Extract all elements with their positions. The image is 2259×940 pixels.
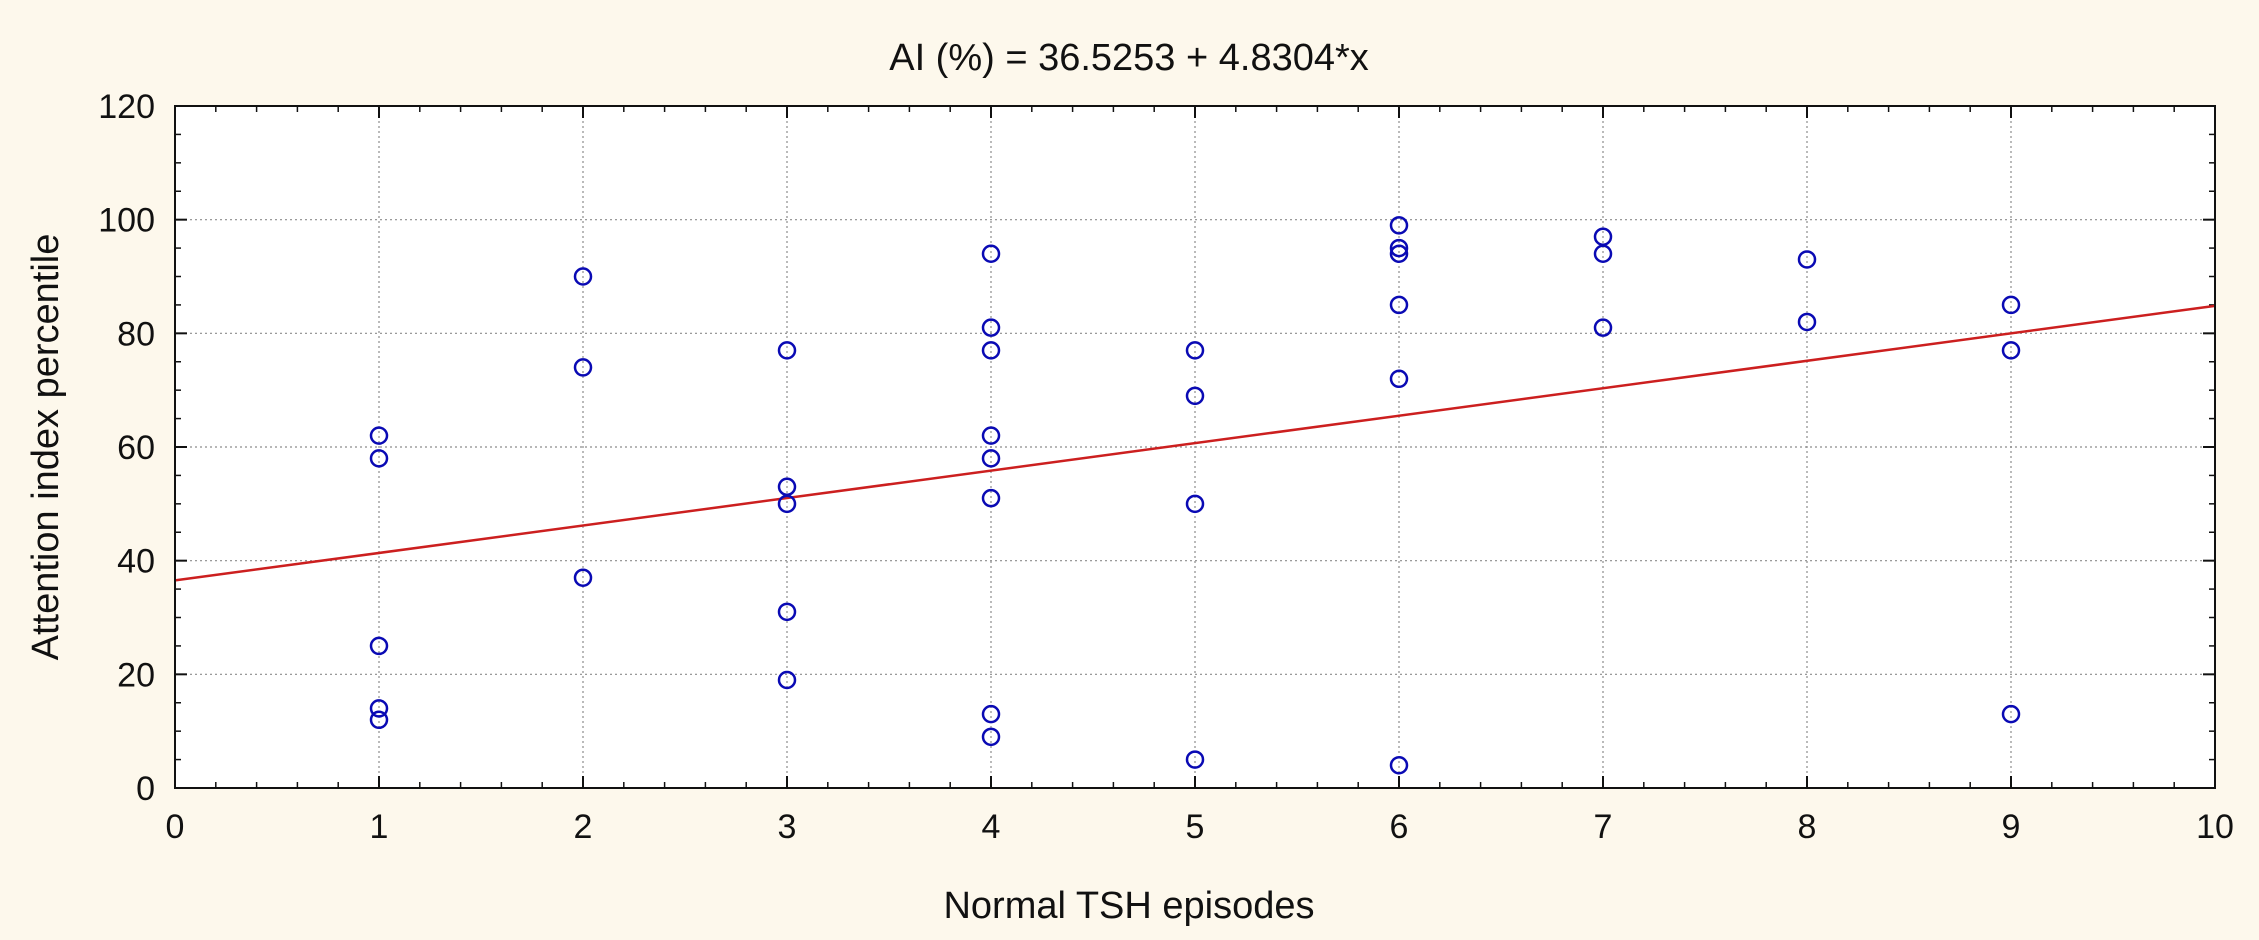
data-point (369, 710, 389, 730)
data-point (1185, 750, 1205, 769)
y-axis-label: Attention index percentile (25, 234, 67, 661)
x-tick-label: 3 (778, 808, 797, 846)
data-point (981, 244, 1001, 264)
x-tick-label: 4 (982, 808, 1001, 846)
data-point (1185, 386, 1205, 406)
data-point (1389, 756, 1409, 775)
y-tick-label: 120 (98, 88, 155, 126)
data-point (1593, 244, 1613, 264)
data-point (1389, 244, 1409, 264)
x-tick-label: 9 (2002, 808, 2021, 846)
x-tick-label: 2 (574, 808, 593, 846)
data-point (981, 318, 1001, 337)
y-tick-label: 80 (117, 315, 155, 353)
data-point (2001, 704, 2021, 724)
data-point (369, 699, 389, 718)
data-point (369, 449, 389, 468)
data-point (981, 488, 1001, 508)
data-point (1185, 494, 1205, 514)
data-point (1797, 250, 1817, 269)
data-point (1389, 238, 1409, 258)
data-points (369, 216, 2021, 775)
data-point (573, 358, 593, 377)
y-tick-label: 0 (136, 770, 155, 808)
data-point (1593, 318, 1613, 337)
y-tick-label: 60 (117, 429, 155, 467)
chart-title: AI (%) = 36.5253 + 4.8304*x (889, 37, 1369, 79)
data-point (1389, 216, 1409, 235)
data-point (1389, 295, 1409, 315)
grid-lines (175, 106, 2215, 788)
x-tick-label: 7 (1594, 808, 1613, 846)
y-tick-label: 100 (98, 202, 155, 240)
data-point (1389, 369, 1409, 389)
x-axis-ticks: 0 1 2 3 4 5 6 7 8 9 10 (166, 106, 2234, 846)
data-point (777, 602, 797, 622)
x-tick-label: 0 (166, 808, 185, 846)
regression-line (174, 304, 2216, 582)
data-point (777, 341, 797, 360)
data-point (369, 636, 389, 656)
data-point (777, 670, 797, 690)
data-point (2001, 295, 2021, 315)
data-point (2001, 341, 2021, 360)
data-point (981, 727, 1001, 747)
data-point (981, 341, 1001, 360)
data-point (981, 704, 1001, 724)
data-point (573, 267, 593, 286)
data-point (981, 449, 1001, 468)
data-point (981, 426, 1001, 445)
data-point (369, 426, 389, 445)
plot-frame (174, 105, 2216, 789)
x-tick-label: 8 (1798, 808, 1817, 846)
y-tick-label: 40 (117, 543, 155, 581)
data-point (1797, 312, 1817, 332)
x-axis-label: Normal TSH episodes (943, 885, 1314, 927)
data-point (1185, 341, 1205, 360)
x-tick-label: 5 (1186, 808, 1205, 846)
x-tick-label: 10 (2196, 808, 2234, 846)
x-tick-label: 1 (370, 808, 389, 846)
x-tick-label: 6 (1390, 808, 1409, 846)
y-tick-label: 20 (117, 656, 155, 694)
data-point (777, 494, 797, 514)
data-point (573, 568, 593, 587)
